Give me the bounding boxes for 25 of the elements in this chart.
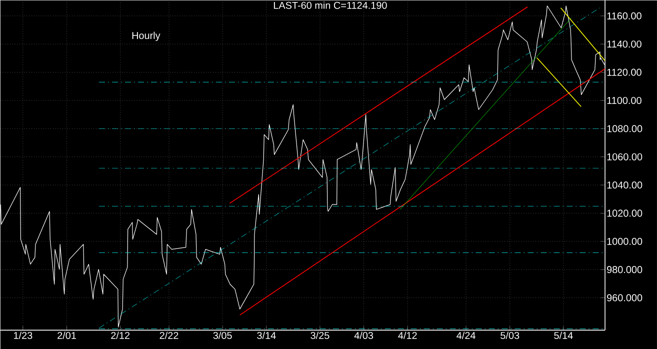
y-tick-label: 1140.00 (607, 40, 642, 48)
y-tick-label: 1040.00 (607, 181, 642, 188)
x-tick-label: 1/23 (14, 332, 32, 339)
x-tick-label: 4/12 (398, 332, 417, 339)
x-tick-label: 5/14 (554, 332, 573, 339)
x-tick-label: 2/22 (160, 332, 178, 339)
y-tick-label: 1060.00 (607, 153, 642, 160)
y-tick-label: 1080.00 (607, 125, 642, 132)
x-tick-label: 3/14 (257, 332, 276, 339)
x-tick-label: 2/12 (111, 332, 130, 339)
x-tick-label: 5/03 (500, 332, 520, 339)
x-tick-label: 3/25 (310, 332, 330, 339)
y-tick-label: 960.000 (607, 294, 642, 302)
annotation: Hourly (132, 32, 160, 41)
y-tick-label: 980.000 (607, 266, 642, 274)
x-tick-label: 4/03 (354, 332, 374, 339)
x-tick-label: 3/05 (213, 332, 232, 339)
x-tick-label: 4/24 (456, 332, 476, 339)
y-tick-label: 1000.00 (607, 238, 642, 245)
chart-title: LAST-60 min C=1124.190 (274, 2, 387, 9)
y-tick-label: 1100.00 (607, 96, 642, 104)
y-tick-label: 1020.00 (607, 210, 642, 217)
y-tick-label: 1160.00 (607, 12, 642, 20)
x-tick-label: 2/01 (58, 332, 76, 339)
y-tick-label: 1120.00 (607, 68, 642, 76)
